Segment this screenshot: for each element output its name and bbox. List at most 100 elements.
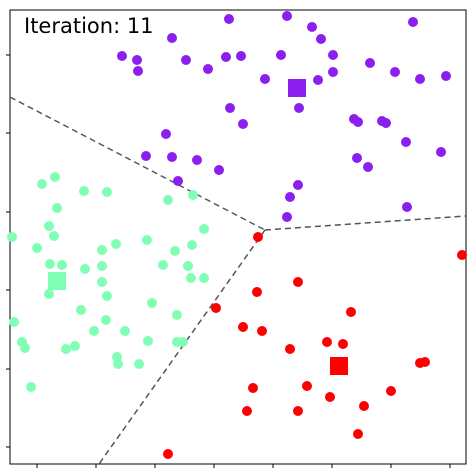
data-point	[199, 224, 209, 234]
data-point	[188, 190, 198, 200]
data-point	[402, 202, 412, 212]
data-point	[158, 260, 168, 270]
data-point	[181, 55, 191, 65]
data-point	[242, 406, 252, 416]
data-point	[338, 339, 348, 349]
data-point	[322, 337, 332, 347]
data-point	[37, 179, 47, 189]
data-point	[97, 261, 107, 271]
data-point	[167, 33, 177, 43]
data-point	[167, 152, 177, 162]
data-point	[134, 359, 144, 369]
data-point	[170, 246, 180, 256]
data-point	[44, 289, 54, 299]
data-point	[276, 50, 286, 60]
data-point	[172, 310, 182, 320]
data-point	[328, 67, 338, 77]
data-point	[420, 357, 430, 367]
data-point	[236, 51, 246, 61]
data-point	[294, 103, 304, 113]
data-point	[45, 259, 55, 269]
data-point	[203, 64, 213, 74]
data-point	[173, 176, 183, 186]
data-point	[50, 172, 60, 182]
data-point	[359, 401, 369, 411]
data-point	[163, 195, 173, 205]
data-point	[163, 449, 173, 459]
data-point	[49, 231, 59, 241]
boundary-line	[264, 215, 467, 231]
data-point	[214, 165, 224, 175]
data-point	[285, 344, 295, 354]
data-point	[101, 315, 111, 325]
data-point	[260, 74, 270, 84]
boundary-line	[9, 96, 266, 231]
data-point	[113, 359, 123, 369]
data-point	[225, 103, 235, 113]
data-point	[285, 192, 295, 202]
centroid	[330, 357, 348, 375]
data-point	[192, 155, 202, 165]
data-point	[328, 50, 338, 60]
data-point	[253, 232, 263, 242]
data-point	[7, 232, 17, 242]
data-point	[316, 34, 326, 44]
data-point	[282, 212, 292, 222]
data-point	[436, 147, 446, 157]
centroid	[48, 272, 66, 290]
data-point	[97, 277, 107, 287]
data-point	[248, 383, 258, 393]
data-point	[363, 162, 373, 172]
data-point	[353, 117, 363, 127]
data-point	[102, 291, 112, 301]
data-point	[32, 243, 42, 253]
data-point	[132, 55, 142, 65]
data-point	[79, 186, 89, 196]
data-point	[293, 277, 303, 287]
data-point	[141, 151, 151, 161]
data-point	[178, 337, 188, 347]
data-point	[117, 51, 127, 61]
data-point	[211, 303, 221, 313]
data-point	[57, 260, 67, 270]
data-point	[80, 264, 90, 274]
boundary-line	[98, 229, 266, 465]
plot-frame	[9, 9, 467, 465]
data-point	[199, 273, 209, 283]
data-point	[457, 250, 467, 260]
data-point	[353, 429, 363, 439]
data-point	[76, 305, 86, 315]
data-point	[147, 298, 157, 308]
data-point	[252, 287, 262, 297]
data-point	[221, 52, 231, 62]
data-point	[44, 221, 54, 231]
chart-title: Iteration: 11	[24, 14, 154, 38]
data-point	[52, 203, 62, 213]
data-point	[183, 261, 193, 271]
data-point	[238, 119, 248, 129]
data-point	[120, 326, 130, 336]
centroid	[288, 79, 306, 97]
data-point	[390, 67, 400, 77]
data-point	[143, 336, 153, 346]
data-point	[408, 17, 418, 27]
data-point	[401, 137, 411, 147]
data-point	[97, 245, 107, 255]
data-point	[238, 322, 248, 332]
data-point	[224, 14, 234, 24]
data-point	[20, 343, 30, 353]
data-point	[61, 344, 71, 354]
data-point	[293, 180, 303, 190]
data-point	[26, 382, 36, 392]
data-point	[307, 22, 317, 32]
data-point	[70, 341, 80, 351]
data-point	[386, 386, 396, 396]
data-point	[381, 118, 391, 128]
data-point	[186, 273, 196, 283]
data-point	[187, 240, 197, 250]
data-point	[313, 75, 323, 85]
data-point	[257, 326, 267, 336]
data-point	[133, 66, 143, 76]
data-point	[282, 11, 292, 21]
